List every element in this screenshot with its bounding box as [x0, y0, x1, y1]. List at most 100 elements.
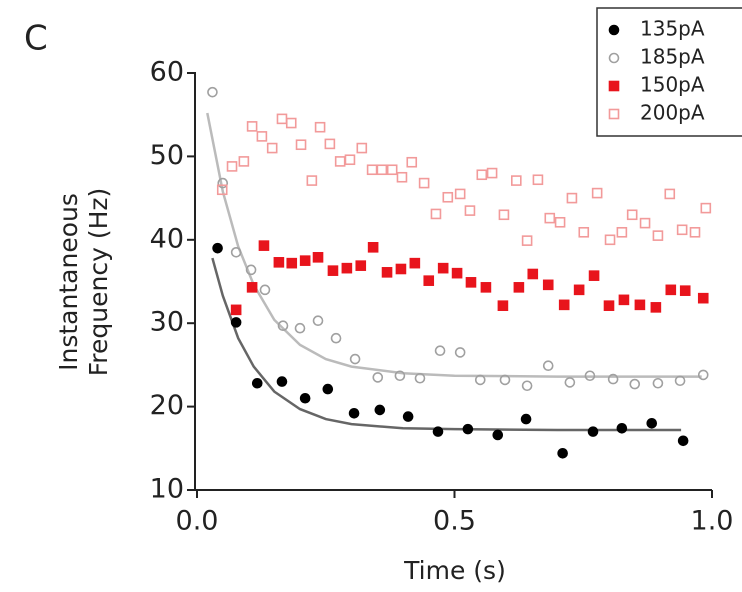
data-point: [604, 234, 616, 246]
legend-marker: [608, 52, 620, 64]
data-point: [652, 377, 664, 389]
data-point: [462, 423, 474, 435]
data-point: [402, 411, 414, 422]
data-point: [486, 167, 498, 179]
data-point: [584, 370, 596, 382]
data-point: [521, 380, 533, 392]
data-point: [286, 257, 298, 269]
data-point: [542, 360, 554, 372]
data-point: [454, 347, 466, 358]
data-point: [532, 174, 544, 186]
x-tick-label: 0.0: [176, 506, 219, 537]
fit-curve: [211, 257, 682, 432]
data-point: [246, 282, 258, 293]
data-point: [578, 226, 590, 238]
data-point: [646, 417, 658, 429]
data-point: [607, 373, 619, 385]
data-point: [498, 209, 510, 221]
y-tick-label: 50: [150, 140, 184, 171]
data-point: [366, 164, 378, 176]
data-point: [603, 300, 615, 311]
data-point: [381, 267, 393, 278]
data-point: [674, 375, 686, 387]
data-point: [312, 315, 324, 326]
data-point: [697, 292, 709, 304]
data-point: [587, 426, 599, 437]
fit-curve: [206, 112, 702, 378]
data-point: [277, 320, 289, 332]
data-point: [442, 191, 454, 203]
data-point: [276, 376, 288, 387]
data-point: [306, 175, 318, 186]
data-point: [434, 345, 446, 357]
data-point: [367, 242, 379, 253]
legend-marker: [608, 108, 620, 120]
data-point: [259, 284, 271, 296]
data-point: [451, 267, 463, 279]
data-point: [697, 369, 709, 381]
data-point: [665, 284, 677, 296]
data-point: [423, 275, 435, 286]
data-point: [207, 86, 218, 98]
data-point: [639, 217, 651, 229]
data-point: [650, 302, 662, 313]
panel-label: C: [24, 19, 48, 59]
data-point: [480, 282, 492, 293]
data-point: [344, 154, 356, 166]
data-point: [700, 202, 712, 214]
data-point: [330, 332, 342, 344]
data-point: [689, 226, 701, 238]
data-point: [430, 208, 442, 220]
data-point: [334, 156, 346, 167]
data-point: [520, 413, 532, 425]
data-point: [437, 262, 449, 274]
data-point: [273, 257, 285, 268]
data-point: [629, 378, 641, 390]
y-tick-label: 30: [150, 307, 184, 338]
data-point: [558, 299, 570, 311]
legend-label: 150pA: [640, 73, 705, 97]
data-point: [395, 263, 407, 275]
legend-marker: [608, 80, 620, 92]
data-point: [256, 131, 268, 142]
data-point: [652, 230, 664, 241]
x-tick-label: 0.5: [433, 506, 476, 537]
data-point: [510, 175, 522, 186]
data-point: [618, 294, 630, 306]
data-point: [677, 435, 689, 447]
data-point: [664, 188, 676, 200]
data-point: [492, 429, 504, 441]
data-point: [616, 226, 628, 238]
data-point: [216, 184, 228, 196]
data-point: [616, 422, 628, 434]
legend-marker: [608, 24, 620, 36]
data-point: [226, 161, 238, 172]
data-point: [327, 265, 339, 276]
y-tick-label: 10: [150, 474, 184, 505]
data-point: [276, 113, 288, 125]
data-point: [414, 372, 426, 384]
data-point: [299, 255, 311, 266]
y-tick-label: 60: [150, 57, 184, 88]
data-point: [679, 285, 691, 296]
data-point: [245, 264, 257, 276]
data-point: [295, 139, 307, 151]
data-point: [396, 171, 408, 183]
data-point: [542, 279, 554, 291]
data-point: [355, 260, 367, 271]
data-point: [513, 282, 525, 293]
data-point: [238, 156, 250, 167]
data-point: [588, 270, 600, 281]
y-tick-label: 20: [150, 390, 184, 421]
data-point: [356, 142, 368, 154]
data-point: [299, 392, 311, 404]
data-point: [324, 138, 336, 150]
data-point: [527, 268, 539, 280]
data-point: [564, 377, 576, 388]
legend-box: [596, 7, 742, 137]
data-point: [341, 262, 353, 274]
data-point: [376, 164, 388, 176]
data-point: [464, 205, 476, 216]
